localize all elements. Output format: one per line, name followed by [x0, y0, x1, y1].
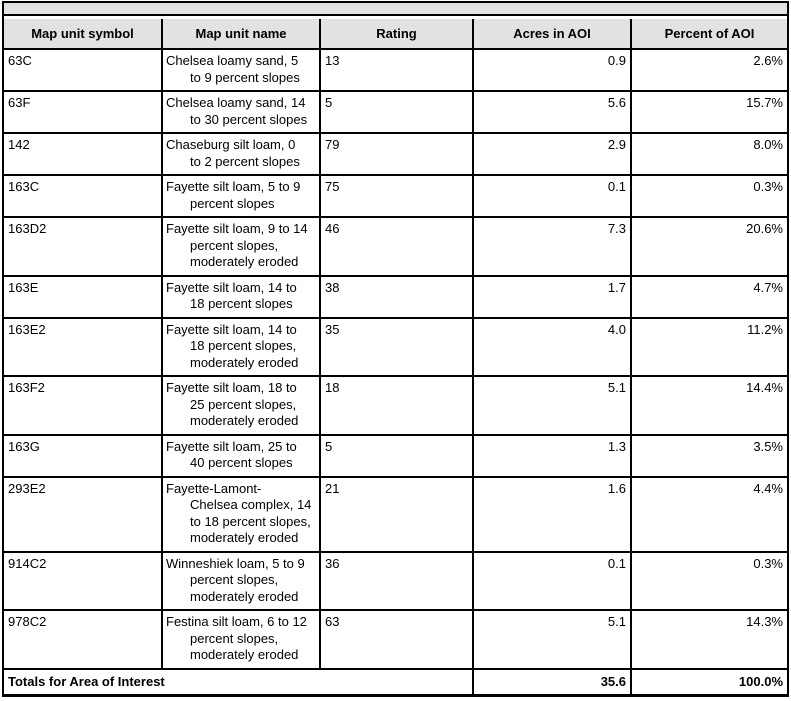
map-unit-symbol-cell: 293E2	[3, 475, 163, 553]
percent-cell: 3.5%	[630, 433, 788, 478]
map-unit-symbol-cell: 978C2	[3, 609, 163, 670]
rating-cell: 79	[319, 132, 474, 176]
map-unit-symbol-cell: 163G	[3, 433, 163, 478]
map-unit-symbol-cell: 142	[3, 132, 163, 176]
table-row: 293E2 Fayette-Lamont- Chelsea complex, 1…	[3, 475, 788, 553]
percent-cell: 20.6%	[630, 216, 788, 277]
acres-cell: 0.1	[472, 550, 632, 611]
rating-cell: 38	[319, 274, 474, 319]
table-row: 163C Fayette silt loam, 5 to 9 percent s…	[3, 174, 788, 218]
rating-cell: 5	[319, 433, 474, 478]
rating-cell: 46	[319, 216, 474, 277]
rating-cell: 5	[319, 90, 474, 134]
map-unit-name-cell: Fayette silt loam, 14 to 18 percent slop…	[161, 316, 321, 377]
map-unit-symbol-cell: 163C	[3, 174, 163, 218]
map-unit-symbol-cell: 163E	[3, 274, 163, 319]
table-row: 163F2 Fayette silt loam, 18 to 25 percen…	[3, 375, 788, 436]
map-unit-name-cell: Fayette-Lamont- Chelsea complex, 14 to 1…	[161, 475, 321, 553]
map-unit-symbol-cell: 914C2	[3, 550, 163, 611]
map-unit-symbol-cell: 163D2	[3, 216, 163, 277]
percent-cell: 15.7%	[630, 90, 788, 134]
title-header-gap	[4, 16, 787, 19]
table-title-band	[4, 3, 787, 16]
rating-cell: 63	[319, 609, 474, 670]
percent-cell: 0.3%	[630, 550, 788, 611]
rating-cell: 35	[319, 316, 474, 377]
percent-cell: 11.2%	[630, 316, 788, 377]
map-unit-symbol-cell: 63C	[3, 48, 163, 92]
acres-cell: 4.0	[472, 316, 632, 377]
rating-cell: 13	[319, 48, 474, 92]
table-row: 163D2 Fayette silt loam, 9 to 14 percent…	[3, 216, 788, 277]
map-unit-name-cell: Winneshiek loam, 5 to 9 percent slopes, …	[161, 550, 321, 611]
map-unit-name-cell: Fayette silt loam, 9 to 14 percent slope…	[161, 216, 321, 277]
table-row: 978C2 Festina silt loam, 6 to 12 percent…	[3, 609, 788, 670]
table-row: 914C2 Winneshiek loam, 5 to 9 percent sl…	[3, 550, 788, 611]
percent-cell: 4.7%	[630, 274, 788, 319]
acres-cell: 2.9	[472, 132, 632, 176]
rating-cell: 21	[319, 475, 474, 553]
totals-label: Totals for Area of Interest	[3, 667, 474, 695]
percent-cell: 0.3%	[630, 174, 788, 218]
table-row: 142 Chaseburg silt loam, 0 to 2 percent …	[3, 132, 788, 176]
acres-cell: 1.3	[472, 433, 632, 478]
map-unit-name-cell: Chelsea loamy sand, 14 to 30 percent slo…	[161, 90, 321, 134]
table-row: 163G Fayette silt loam, 25 to 40 percent…	[3, 433, 788, 478]
map-unit-name-cell: Fayette silt loam, 18 to 25 percent slop…	[161, 375, 321, 436]
acres-cell: 1.6	[472, 475, 632, 553]
acres-cell: 0.1	[472, 174, 632, 218]
header-row: Map unit symbol Map unit name Rating Acr…	[3, 18, 788, 50]
map-unit-name-cell: Fayette silt loam, 25 to 40 percent slop…	[161, 433, 321, 478]
rating-cell: 75	[319, 174, 474, 218]
acres-cell: 5.1	[472, 375, 632, 436]
map-unit-symbol-cell: 63F	[3, 90, 163, 134]
table-row: 163E2 Fayette silt loam, 14 to 18 percen…	[3, 316, 788, 377]
column-header-map-unit-name: Map unit name	[161, 18, 321, 50]
map-unit-name-cell: Chaseburg silt loam, 0 to 2 percent slop…	[161, 132, 321, 176]
column-header-map-unit-symbol: Map unit symbol	[3, 18, 163, 50]
column-header-acres-in-aoi: Acres in AOI	[472, 18, 632, 50]
percent-cell: 4.4%	[630, 475, 788, 553]
map-unit-name-cell: Festina silt loam, 6 to 12 percent slope…	[161, 609, 321, 670]
table-row: 163E Fayette silt loam, 14 to 18 percent…	[3, 274, 788, 319]
map-unit-name-cell: Fayette silt loam, 14 to 18 percent slop…	[161, 274, 321, 319]
map-unit-symbol-cell: 163E2	[3, 316, 163, 377]
map-unit-rating-table: Map unit symbol Map unit name Rating Acr…	[3, 18, 788, 695]
totals-row: Totals for Area of Interest 35.6 100.0%	[3, 667, 788, 695]
rating-cell: 36	[319, 550, 474, 611]
map-unit-symbol-cell: 163F2	[3, 375, 163, 436]
acres-cell: 0.9	[472, 48, 632, 92]
column-header-rating: Rating	[319, 18, 474, 50]
percent-cell: 2.6%	[630, 48, 788, 92]
acres-cell: 7.3	[472, 216, 632, 277]
map-unit-name-cell: Chelsea loamy sand, 5 to 9 percent slope…	[161, 48, 321, 92]
table-row: 63C Chelsea loamy sand, 5 to 9 percent s…	[3, 48, 788, 92]
acres-cell: 5.6	[472, 90, 632, 134]
totals-acres-cell: 35.6	[472, 667, 632, 695]
totals-percent-cell: 100.0%	[630, 667, 788, 695]
column-header-percent-of-aoi: Percent of AOI	[630, 18, 788, 50]
percent-cell: 14.4%	[630, 375, 788, 436]
percent-cell: 8.0%	[630, 132, 788, 176]
percent-cell: 14.3%	[630, 609, 788, 670]
acres-cell: 5.1	[472, 609, 632, 670]
acres-cell: 1.7	[472, 274, 632, 319]
rating-cell: 18	[319, 375, 474, 436]
table-row: 63F Chelsea loamy sand, 14 to 30 percent…	[3, 90, 788, 134]
map-unit-name-cell: Fayette silt loam, 5 to 9 percent slopes	[161, 174, 321, 218]
